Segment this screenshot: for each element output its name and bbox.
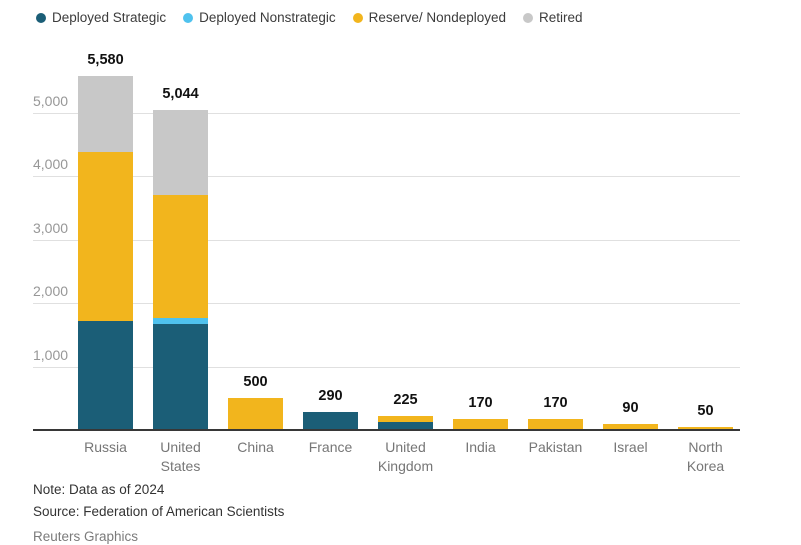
gridline — [33, 366, 740, 368]
bar-segment-retired — [153, 109, 208, 195]
legend-dot-icon — [523, 12, 533, 23]
bar-total-label: 500 — [243, 374, 268, 391]
legend-label: Reserve/ Nondeployed — [368, 10, 506, 25]
bar-total-label: 5,580 — [87, 51, 124, 68]
credit-line: Reuters Graphics — [33, 529, 139, 544]
y-tick-label: 5,000 — [33, 92, 69, 109]
gridline — [33, 239, 740, 241]
bar-segment-reserve-nondeployed — [78, 151, 133, 322]
bar-total-label: 290 — [318, 387, 343, 404]
bar-segment-reserve-nondeployed — [603, 424, 658, 430]
bar-segment-deployed-strategic — [303, 411, 358, 430]
y-tick-label: 2,000 — [33, 283, 69, 299]
bar-segment-reserve-nondeployed — [678, 426, 733, 430]
legend-label: Deployed Nonstrategic — [199, 10, 336, 25]
legend-dot-icon — [183, 12, 194, 23]
legend: Deployed Strategic Deployed Nonstrategic R… — [36, 10, 583, 25]
x-axis-label: Pakistan — [528, 439, 583, 455]
bar-segment-retired — [78, 75, 133, 152]
bar-total-label: 50 — [697, 402, 714, 419]
x-axis-label: North Korea — [686, 439, 725, 474]
x-axis-label: United States — [160, 439, 201, 474]
legend-item: Retired — [523, 10, 583, 25]
bar-total-label: 225 — [393, 391, 418, 408]
y-tick-label: 3,000 — [33, 219, 69, 236]
x-axis-label: China — [237, 439, 274, 455]
x-axis-label: India — [465, 439, 496, 455]
legend-label: Retired — [539, 10, 583, 25]
x-axis-label: Israel — [613, 439, 648, 455]
bar-segment-deployed-nonstrategic — [153, 317, 208, 324]
footnotes: Note: Data as of 2024 Source: Federation… — [33, 482, 284, 544]
legend-dot-icon — [36, 12, 46, 23]
gridline — [33, 303, 740, 304]
x-axis-line — [33, 429, 740, 431]
bar-segment-reserve-nondeployed — [228, 398, 283, 430]
bar-segment-reserve-nondeployed — [528, 419, 583, 430]
x-axis-label: Russia — [84, 439, 127, 455]
y-tick-label: 1,000 — [33, 346, 69, 363]
bar-segment-deployed-strategic — [153, 323, 208, 430]
bar-total-label: 5,044 — [162, 85, 199, 102]
legend-item: Reserve/ Nondeployed — [352, 10, 506, 25]
bar-segment-reserve-nondeployed — [453, 419, 508, 430]
gridline — [33, 112, 740, 114]
note-line: Note: Data as of 2024 — [33, 482, 165, 497]
legend-dot-icon — [352, 12, 363, 23]
bar-total-label: 170 — [468, 395, 493, 412]
y-tick-label: 4,000 — [33, 156, 69, 172]
bar-total-label: 170 — [543, 395, 568, 412]
bar-segment-reserve-nondeployed — [153, 194, 208, 318]
gridline — [33, 176, 740, 177]
legend-item: Deployed Nonstrategic — [183, 10, 336, 25]
x-axis-label: United Kingdom — [377, 439, 434, 474]
source-line: Source: Federation of American Scientist… — [33, 504, 285, 519]
legend-item: Deployed Strategic — [36, 10, 166, 25]
x-axis-label: France — [308, 439, 353, 455]
bar-segment-reserve-nondeployed — [378, 415, 433, 423]
bar-segment-deployed-strategic — [378, 422, 433, 430]
bar-segment-deployed-strategic — [78, 321, 133, 430]
bar-total-label: 90 — [622, 400, 639, 417]
legend-label: Deployed Strategic — [52, 10, 167, 25]
